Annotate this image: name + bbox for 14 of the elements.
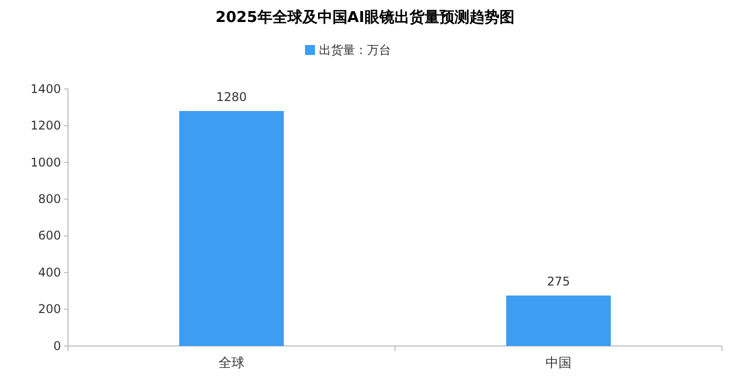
y-tick-label: 1000 [30, 155, 61, 170]
y-tick-label: 1400 [30, 82, 61, 96]
y-tick-label: 400 [38, 265, 61, 280]
chart-title: 2025年全球及中国AI眼镜出货量预测趋势图 [216, 8, 514, 26]
legend-label: 出货量：万台 [319, 43, 391, 57]
x-tick-label: 中国 [546, 356, 572, 372]
y-tick-label: 0 [53, 338, 61, 353]
data-label: 1280 [216, 90, 247, 104]
y-tick-label: 1200 [30, 118, 61, 133]
x-tick-label: 全球 [218, 356, 244, 372]
y-tick-label: 600 [38, 228, 61, 243]
data-label: 275 [547, 274, 570, 289]
y-tick-label: 200 [38, 302, 61, 316]
y-tick-label: 800 [38, 192, 61, 206]
